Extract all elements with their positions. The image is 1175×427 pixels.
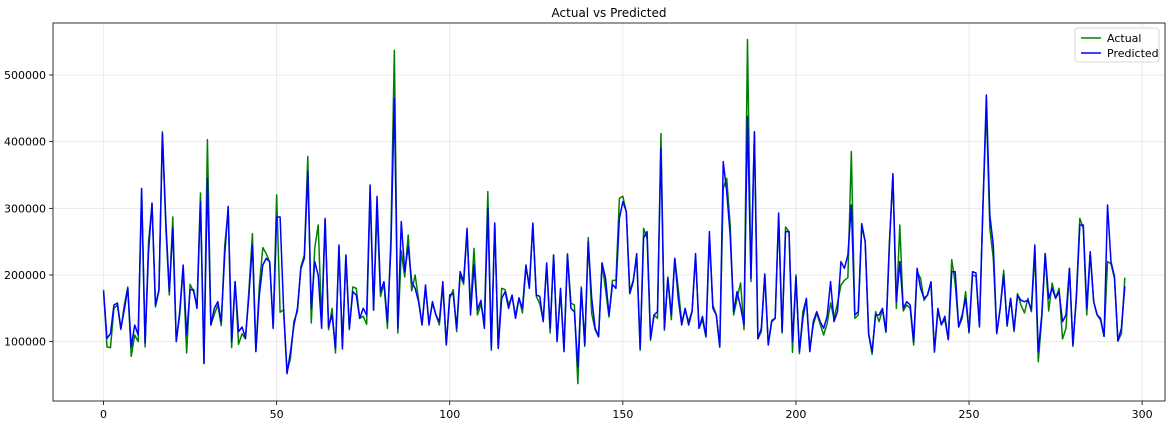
y-tick-label: 300000 — [4, 202, 46, 215]
series-lines — [102, 38, 1126, 385]
x-tick-label: 100 — [439, 408, 460, 421]
plot-frame — [52, 22, 1166, 402]
chart-title: Actual vs Predicted — [552, 6, 667, 20]
y-axis: 100000 200000 300000 400000 500000 — [4, 69, 53, 349]
y-tick-label: 400000 — [4, 136, 46, 149]
x-tick-label: 50 — [270, 408, 284, 421]
x-tick-label: 250 — [959, 408, 980, 421]
y-tick-label: 100000 — [4, 336, 46, 349]
x-axis: 0 50 100 150 200 250 300 — [100, 401, 1153, 421]
series-line-predicted — [102, 94, 1126, 375]
legend-label-actual: Actual — [1107, 32, 1141, 45]
x-tick-label: 150 — [612, 408, 633, 421]
legend: Actual Predicted — [1074, 27, 1160, 63]
y-tick-label: 200000 — [4, 269, 46, 282]
x-tick-label: 200 — [785, 408, 806, 421]
legend-label-predicted: Predicted — [1107, 47, 1159, 60]
y-tick-label: 500000 — [4, 69, 46, 82]
x-tick-label: 0 — [100, 408, 107, 421]
x-tick-label: 300 — [1132, 408, 1153, 421]
grid — [53, 23, 1165, 401]
